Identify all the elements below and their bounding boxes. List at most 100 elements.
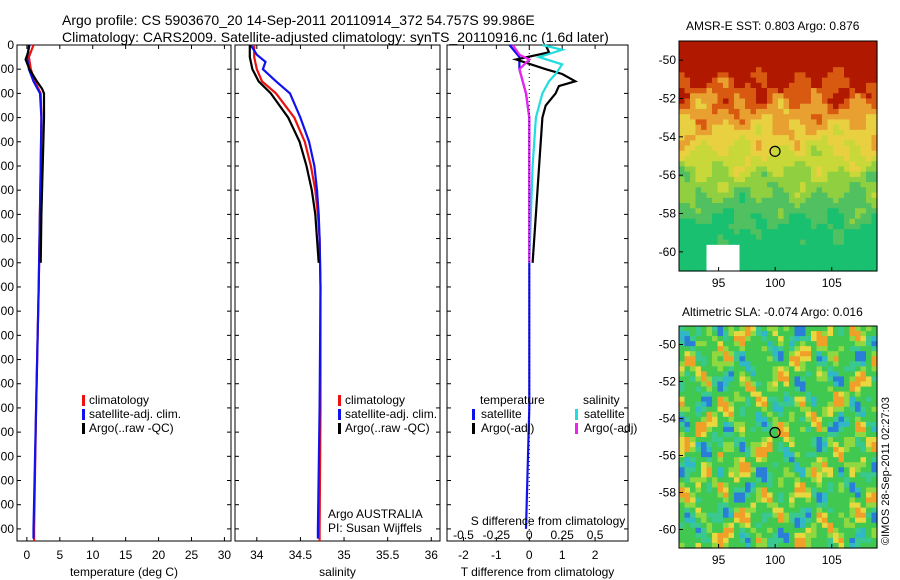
sla-map-ytick-label: -52 bbox=[659, 375, 677, 389]
difference-legend-swatch bbox=[472, 409, 475, 420]
temperature-xtick-label: 20 bbox=[152, 548, 166, 562]
sst-map-ytick-label: -50 bbox=[659, 53, 677, 67]
depth-tick-label: 900 bbox=[0, 256, 14, 270]
depth-tick-label: 1700 bbox=[0, 449, 14, 463]
salinity-series-satellite-adj-clim- bbox=[249, 44, 322, 539]
temperature-series-satellite-adj-clim- bbox=[25, 44, 43, 539]
temperature-legend-entry: Argo(..raw -QC) bbox=[89, 421, 174, 435]
difference-xtick-label: -1 bbox=[491, 548, 502, 562]
salinity-legend-entry: climatology bbox=[345, 393, 405, 407]
salinity-legend-swatch bbox=[338, 395, 341, 406]
depth-tick-label: 400 bbox=[0, 135, 14, 149]
salinity-xtick-label: 36 bbox=[425, 548, 439, 562]
sla-map-ytick-label: -58 bbox=[659, 486, 677, 500]
depth-tick-label: 700 bbox=[0, 207, 14, 221]
sst-map-ytick-label: -60 bbox=[659, 245, 677, 259]
temperature-legend-entry: satellite-adj. clim. bbox=[89, 407, 181, 421]
salinity-xtick-label: 34 bbox=[250, 548, 264, 562]
depth-tick-label: 1900 bbox=[0, 498, 14, 512]
difference-xtick-label: 0 bbox=[526, 548, 533, 562]
difference-legend-entry: satellite bbox=[481, 407, 522, 421]
difference-legend-entry: satellite bbox=[584, 407, 625, 421]
depth-tick-label: 200 bbox=[0, 86, 14, 100]
temperature-series-argo-raw-qc- bbox=[24, 44, 46, 263]
difference-series-temperature-argo-adj- bbox=[511, 44, 579, 263]
temperature-legend-swatch bbox=[82, 395, 85, 406]
depth-tick-label: 1000 bbox=[0, 280, 14, 294]
sla-map bbox=[679, 326, 878, 549]
temperature-legend-swatch bbox=[82, 423, 85, 434]
temperature-xtick-label: 10 bbox=[86, 548, 100, 562]
sla-map-ytick-label: -60 bbox=[659, 523, 677, 537]
profile-title: Argo profile: CS 5903670_20 14-Sep-2011 … bbox=[62, 12, 535, 28]
difference-series-salinity-satellite bbox=[528, 43, 567, 263]
temperature-xtick-label: 25 bbox=[185, 548, 199, 562]
sla-map-argo-marker bbox=[769, 426, 781, 439]
depth-tick-label: 1200 bbox=[0, 328, 14, 342]
sla-map-ytick-label: -56 bbox=[659, 449, 677, 463]
sst-map-ytick-label: -54 bbox=[659, 130, 677, 144]
difference-xtick-label: 2 bbox=[592, 548, 599, 562]
depth-tick-label: 0 bbox=[7, 38, 14, 52]
temperature-xtick-label: 0 bbox=[24, 548, 31, 562]
depth-tick-label: 600 bbox=[0, 183, 14, 197]
pi-label: PI: Susan Wijffels bbox=[328, 521, 422, 535]
sst-map-ytick-label: -56 bbox=[659, 168, 677, 182]
salinity-legend-swatch bbox=[338, 409, 341, 420]
salinity-series-argo-raw-qc- bbox=[248, 45, 320, 263]
depth-tick-label: 1400 bbox=[0, 377, 14, 391]
sst-map-xtick-label: 105 bbox=[822, 276, 842, 290]
sst-map bbox=[679, 41, 878, 272]
salinity-xtick-label: 35.5 bbox=[376, 548, 400, 562]
sst-map-ytick-label: -52 bbox=[659, 92, 677, 106]
temperature-legend-swatch bbox=[82, 409, 85, 420]
difference-s-tick-label: 0.5 bbox=[587, 528, 604, 542]
sla-map-frame bbox=[678, 325, 878, 549]
difference-xtick-label: -2 bbox=[458, 548, 469, 562]
depth-tick-label: 500 bbox=[0, 159, 14, 173]
depth-tick-label: 2000 bbox=[0, 522, 14, 536]
sla-map-xtick-label: 105 bbox=[822, 553, 842, 567]
argo-australia-label: Argo AUSTRALIA bbox=[328, 507, 423, 521]
sla-map-title: Altimetric SLA: -0.074 Argo: 0.016 bbox=[682, 305, 863, 319]
depth-tick-label: 1800 bbox=[0, 474, 14, 488]
depth-tick-label: 1300 bbox=[0, 353, 14, 367]
sla-map-ytick-label: -50 bbox=[659, 338, 677, 352]
salinity-legend-entry: satellite-adj. clim. bbox=[345, 407, 437, 421]
sla-map-xtick-label: 100 bbox=[765, 553, 785, 567]
salinity-series-climatology bbox=[253, 45, 322, 541]
difference-legend-swatch bbox=[575, 409, 578, 420]
salinity-xtick-label: 35 bbox=[337, 548, 351, 562]
difference-legend-group-salinity: salinity bbox=[583, 393, 620, 407]
sst-map-argo-marker bbox=[769, 145, 781, 157]
salinity-xtick-label: 34.5 bbox=[289, 548, 313, 562]
depth-tick-label: 800 bbox=[0, 232, 14, 246]
temperature-xtick-label: 30 bbox=[218, 548, 232, 562]
difference-series-salinity-argo-adj- bbox=[511, 44, 532, 263]
depth-tick-label: 1500 bbox=[0, 401, 14, 415]
depth-tick-label: 1100 bbox=[0, 304, 14, 318]
difference-s-tick-label: -0.5 bbox=[453, 528, 474, 542]
depth-tick-label: 100 bbox=[0, 62, 14, 76]
salinity-xlabel: salinity bbox=[319, 565, 356, 579]
difference-axes-frame bbox=[446, 44, 629, 542]
difference-legend-entry: Argo(-adj) bbox=[481, 421, 534, 435]
climatology-title: Climatology: CARS2009. Satellite-adjuste… bbox=[62, 29, 609, 45]
sla-map-xtick-label: 95 bbox=[712, 553, 726, 567]
difference-s-tick-label: -0.25 bbox=[483, 528, 511, 542]
difference-s-tick-label: 0 bbox=[526, 528, 533, 542]
difference-legend-swatch bbox=[575, 423, 578, 434]
imos-timestamp: ©IMOS 28-Sep-2011 02:27:03 bbox=[880, 397, 892, 545]
difference-legend-swatch bbox=[472, 423, 475, 434]
salinity-axes-frame bbox=[234, 44, 441, 542]
temperature-legend-entry: climatology bbox=[89, 393, 149, 407]
difference-s-tick-label: 0.25 bbox=[551, 528, 575, 542]
temperature-xtick-label: 15 bbox=[119, 548, 133, 562]
sst-map-title: AMSR-E SST: 0.803 Argo: 0.876 bbox=[686, 19, 860, 33]
temperature-xtick-label: 5 bbox=[56, 548, 63, 562]
temperature-axes-frame bbox=[16, 44, 232, 542]
salinity-legend-entry: Argo(..raw -QC) bbox=[345, 421, 430, 435]
depth-tick-label: 300 bbox=[0, 111, 14, 125]
temperature-xlabel: temperature (deg C) bbox=[70, 565, 178, 579]
